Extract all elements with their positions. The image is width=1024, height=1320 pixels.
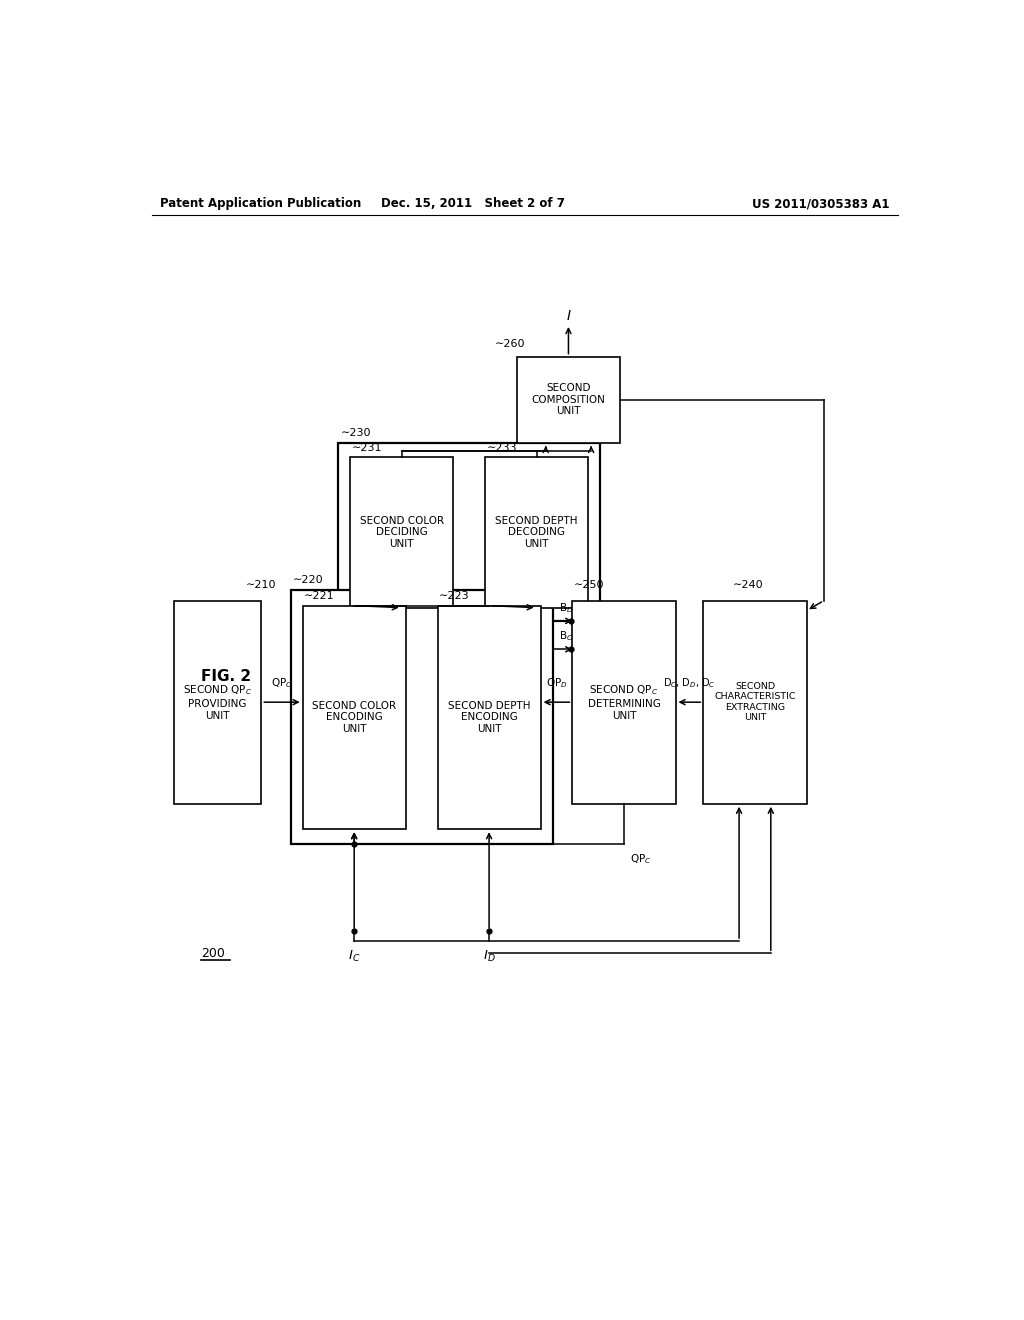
Bar	[517, 356, 621, 444]
Text: ∼223: ∼223	[439, 590, 470, 601]
Text: QP$_C$: QP$_C$	[271, 676, 293, 690]
Bar	[303, 606, 406, 829]
Text: SECOND
COMPOSITION
UNIT: SECOND COMPOSITION UNIT	[531, 383, 605, 416]
Text: QP$_C$: QP$_C$	[631, 853, 652, 866]
Text: US 2011/0305383 A1: US 2011/0305383 A1	[753, 197, 890, 210]
Bar	[703, 601, 807, 804]
Text: B$_D$: B$_D$	[559, 601, 573, 615]
Text: ∼233: ∼233	[486, 444, 517, 453]
Text: B$_C$: B$_C$	[559, 630, 573, 643]
Text: FIG. 2: FIG. 2	[201, 669, 251, 684]
Text: Patent Application Publication: Patent Application Publication	[160, 197, 361, 210]
Text: SECOND COLOR
DECIDING
UNIT: SECOND COLOR DECIDING UNIT	[359, 516, 443, 549]
Text: SECOND DEPTH
ENCODING
UNIT: SECOND DEPTH ENCODING UNIT	[447, 701, 530, 734]
Text: SECOND QP$_C$
PROVIDING
UNIT: SECOND QP$_C$ PROVIDING UNIT	[183, 684, 252, 721]
Text: ∼221: ∼221	[304, 590, 335, 601]
Text: D$_C$, D$_D$, D$_C$: D$_C$, D$_D$, D$_C$	[664, 676, 716, 690]
Text: I$_C$: I$_C$	[348, 949, 360, 964]
Text: Dec. 15, 2011   Sheet 2 of 7: Dec. 15, 2011 Sheet 2 of 7	[381, 197, 565, 210]
Text: ∼231: ∼231	[352, 444, 382, 453]
Text: ∼230: ∼230	[341, 428, 371, 438]
Bar	[572, 601, 676, 804]
Bar	[338, 444, 600, 620]
Text: I$_D$: I$_D$	[482, 949, 496, 964]
Text: ∼220: ∼220	[293, 576, 324, 585]
Bar	[437, 606, 541, 829]
Text: ∼210: ∼210	[246, 581, 275, 590]
Text: ∼240: ∼240	[733, 581, 763, 590]
Text: I: I	[566, 309, 570, 323]
Bar	[350, 457, 454, 607]
Text: SECOND
CHARACTERISTIC
EXTRACTING
UNIT: SECOND CHARACTERISTIC EXTRACTING UNIT	[714, 682, 796, 722]
Text: 200: 200	[201, 946, 225, 960]
Text: ∼260: ∼260	[495, 339, 525, 350]
Bar	[291, 590, 553, 845]
Text: QP$_D$: QP$_D$	[546, 676, 567, 690]
Text: SECOND COLOR
ENCODING
UNIT: SECOND COLOR ENCODING UNIT	[312, 701, 396, 734]
Text: SECOND DEPTH
DECODING
UNIT: SECOND DEPTH DECODING UNIT	[496, 516, 578, 549]
Text: ∼250: ∼250	[574, 581, 604, 590]
Bar	[174, 601, 261, 804]
Bar	[485, 457, 588, 607]
Text: SECOND QP$_C$
DETERMINING
UNIT: SECOND QP$_C$ DETERMINING UNIT	[588, 684, 660, 721]
